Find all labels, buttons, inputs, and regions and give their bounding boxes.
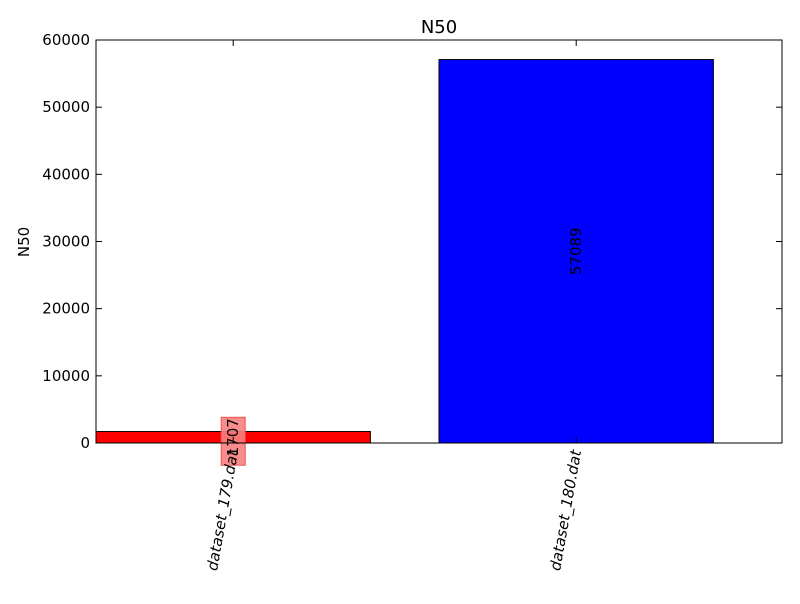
y-tick-label: 0: [80, 434, 90, 452]
plot-frame: [95, 39, 783, 444]
y-tick-label: 20000: [42, 300, 90, 318]
y-axis-ticks: 0 10000 20000 30000 40000 50000 60000: [42, 31, 782, 452]
y-tick-label: 30000: [42, 233, 90, 251]
chart-title: N50: [421, 17, 457, 38]
x-category-label: dataset_180.dat: [546, 447, 586, 572]
bar-value-label: 57089: [567, 227, 585, 275]
y-tick-label: 10000: [42, 367, 90, 385]
y-tick-label: 50000: [42, 98, 90, 116]
y-tick-label: 60000: [42, 31, 90, 49]
bar: [438, 59, 714, 444]
y-axis-label: N50: [15, 227, 33, 257]
x-category-label: dataset_179.dat: [203, 447, 243, 572]
y-tick-label: 40000: [42, 165, 90, 183]
